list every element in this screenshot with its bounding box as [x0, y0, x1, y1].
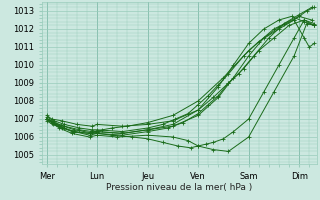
X-axis label: Pression niveau de la mer( hPa ): Pression niveau de la mer( hPa ): [106, 183, 252, 192]
